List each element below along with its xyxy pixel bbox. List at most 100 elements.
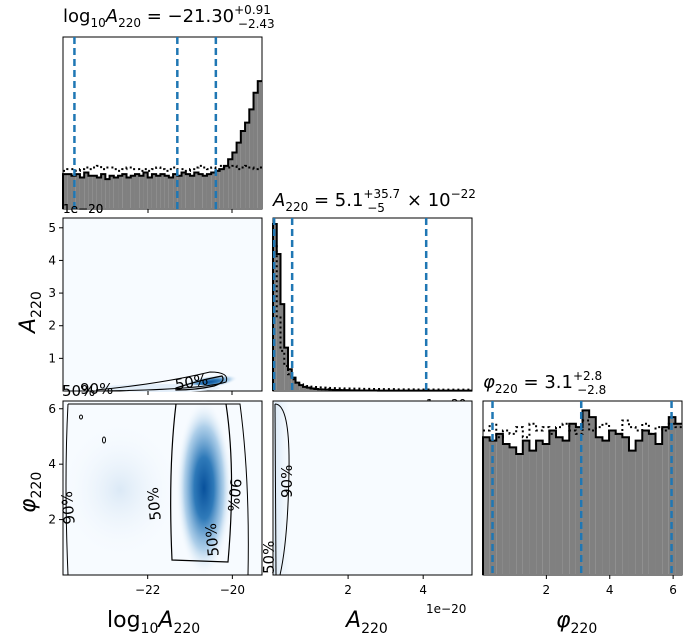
hist-bar	[190, 175, 195, 209]
contour-90-logA-A	[95, 371, 228, 392]
hist-bar	[101, 174, 106, 209]
y-A-tick-label: 3	[48, 286, 56, 300]
xlabel-logA: log10A220	[107, 608, 200, 637]
panel-logA-A: 50% 90% 50% 1 2 3 4 5 1e−20	[48, 202, 263, 400]
hist-bar	[211, 172, 216, 209]
hist-bar	[502, 443, 510, 575]
contour-label-logA-A-3: 50%	[174, 370, 210, 394]
hist-bar	[236, 142, 241, 209]
hist-bar	[303, 386, 307, 391]
hist-bar	[164, 175, 169, 209]
hist-bar	[675, 423, 682, 575]
y-phi-tick-label: 6	[48, 402, 56, 416]
title-A-minus: −5	[367, 201, 385, 215]
hist-bar	[536, 440, 543, 575]
hist-phi-bars	[482, 409, 682, 575]
hist-bar	[622, 437, 629, 575]
axes-frame-A-hist	[272, 217, 473, 392]
contour-label-A-phi-1: 90%	[278, 465, 296, 498]
hist-bar	[109, 175, 114, 209]
hist-bar	[92, 175, 97, 209]
hist-bar	[185, 174, 191, 209]
y-ticks-A: 1 2 3 4 5	[48, 221, 63, 365]
quantile-lines-phi	[491, 401, 673, 575]
y-A-tick-label: 1	[48, 351, 56, 365]
hist-bar	[206, 174, 212, 209]
x-A-tick-label: 4	[419, 583, 427, 597]
contour-90-logA-phi	[65, 403, 249, 576]
hist-bar	[291, 377, 296, 391]
hist-bar	[156, 175, 161, 209]
density-core-logA-phi	[176, 400, 232, 576]
panel-hist-logA: log10A220 = −21.30+0.91 −2.43 1e−20	[62, 3, 275, 216]
hist-bar	[223, 165, 229, 209]
hist-bar	[569, 423, 576, 575]
density-wide-logA-phi	[60, 420, 180, 560]
hist-bar	[542, 443, 550, 575]
title-A-suffix: × 10	[407, 190, 451, 211]
hist-bar	[215, 170, 220, 209]
hist-bar	[96, 177, 102, 209]
offset-label-hidden: 1e−20	[63, 202, 103, 216]
y-ticks-phi: 2 4 6	[48, 402, 63, 527]
axes-frame-A-phi	[272, 400, 473, 576]
contour-label-logA-phi-3: 90%	[224, 478, 245, 513]
x-logA-tick-label: −22	[135, 583, 160, 597]
title-logA-plus: +0.91	[234, 3, 271, 17]
hist-bar	[240, 130, 246, 209]
title-phi-plus: +2.8	[573, 369, 602, 383]
hist-bar	[130, 175, 135, 209]
title-phi-minus: −2.8	[577, 383, 606, 397]
hist-bar	[181, 172, 186, 209]
hist-bar	[67, 174, 72, 209]
hist-bar	[198, 174, 203, 209]
title-phi-value: 3.1	[544, 372, 573, 393]
hist-bar	[122, 174, 127, 209]
hist-bar	[562, 440, 570, 575]
hist-bar	[118, 175, 123, 209]
xlabel-phi: φ220	[556, 608, 597, 637]
hist-bar	[168, 177, 174, 209]
hist-bar	[147, 177, 152, 209]
title-phi: φ220 = 3.1+2.8 −2.8	[483, 369, 606, 397]
title-logA: log10A220 = −21.30+0.91 −2.43	[63, 3, 275, 31]
hist-bar	[249, 109, 254, 209]
contour-label-logA-A-1: 50%	[62, 382, 95, 400]
x-phi-tick-label: 6	[669, 583, 677, 597]
hist-bar	[655, 443, 663, 575]
hist-bar	[284, 347, 289, 391]
hist-outline	[62, 80, 262, 209]
x-phi-tick-label: 4	[606, 583, 614, 597]
hist-bar	[151, 174, 157, 209]
hist-bar	[143, 172, 148, 209]
hist-bar	[662, 427, 669, 575]
contour-label-logA-phi-2: 50%	[144, 486, 165, 521]
contour-island2-logA-phi	[79, 414, 83, 420]
prior-outline	[483, 419, 682, 439]
x-ticks-phi: 2 4 6	[543, 575, 677, 597]
hist-bar	[483, 437, 490, 575]
hist-bar	[280, 304, 285, 391]
hist-bar	[489, 440, 497, 575]
hist-bar	[202, 175, 207, 209]
title-A: A220 = 5.1+35.7 −5 × 10−22	[272, 187, 476, 215]
hist-bar	[232, 152, 237, 209]
hist-outline	[272, 223, 472, 392]
hist-bar	[253, 92, 258, 209]
title-logA-value: −21.30	[168, 6, 235, 27]
hist-bar	[509, 447, 517, 575]
contour-50-A-phi	[274, 403, 277, 576]
quantile-lines-logA	[73, 37, 218, 209]
hist-bar	[177, 175, 182, 209]
contour-50-logA-phi	[170, 403, 233, 563]
hist-bar	[628, 450, 636, 575]
y-A-tick-label: 4	[48, 253, 56, 267]
hist-bar	[635, 440, 643, 575]
hist-bar	[668, 417, 676, 575]
hist-bar	[522, 440, 530, 575]
hist-bar	[126, 177, 131, 209]
title-A-exp: −22	[451, 187, 476, 201]
hist-bar	[615, 433, 623, 575]
